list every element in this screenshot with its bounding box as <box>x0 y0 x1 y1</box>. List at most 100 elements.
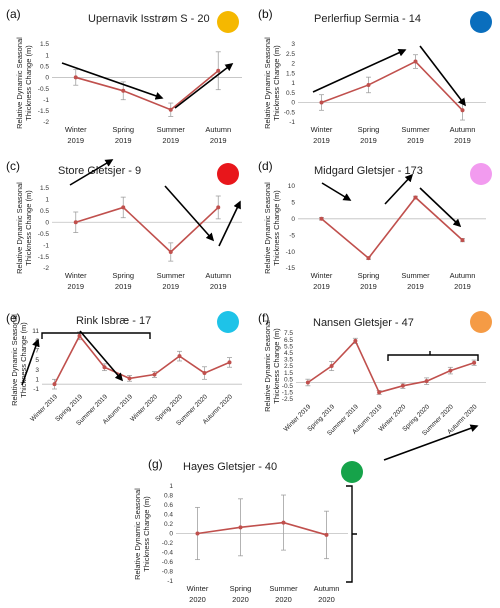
y-tick-label: -0.5 <box>282 383 294 390</box>
chart-title: Store Gletsjer - 9 <box>58 165 141 177</box>
x-tick-label-season: Summer <box>157 125 186 134</box>
trend-arrow <box>419 45 466 107</box>
y-axis-label-line: Relative Dynamic Seasonal <box>133 488 142 580</box>
panel-label: (g) <box>148 457 163 471</box>
x-tick-label-year: 2019 <box>210 282 227 291</box>
y-axis-label-line: Relative Dynamic Seasonal <box>263 320 272 412</box>
y-axis-label: Relative Dynamic SeasonalThickness Chang… <box>15 182 33 274</box>
y-axis-label: Relative Dynamic SeasonalThickness Chang… <box>15 37 33 129</box>
y-axis-label-line: Relative Dynamic Seasonal <box>263 182 272 274</box>
x-tick-label-year: 2020 <box>318 595 335 604</box>
chart-panel-b: (b) Perlerfiup Sermia - 14 Relative Dynami… <box>258 7 492 145</box>
chart-title: Rink Isbræ - 17 <box>76 315 151 327</box>
y-tick-label: 6.5 <box>284 337 293 344</box>
data-point <box>77 333 82 338</box>
panel-label: (c) <box>6 159 20 173</box>
x-tick-label-year: 2019 <box>115 282 132 291</box>
y-axis-label: Relative Dynamic SeasonalThickness Chang… <box>133 488 151 580</box>
x-tick-label-season: Winter <box>187 584 209 593</box>
x-tick-label-season: Autumn <box>314 584 340 593</box>
y-tick-label: 10 <box>288 183 296 190</box>
y-tick-label: -5 <box>289 232 295 239</box>
y-tick-label: -1.5 <box>282 390 294 397</box>
legend-color-dot <box>470 311 492 333</box>
x-tick-label: Summer 2019 <box>401 271 430 291</box>
data-point <box>400 383 405 388</box>
x-tick-label-season: Winter <box>311 125 333 134</box>
y-axis-label-line: Thickness Change (m) <box>272 190 281 266</box>
chart-panel-f: (f) Nansen Gletsjer - 47 Relative Dynamic … <box>258 311 492 437</box>
x-tick-label-season: Spring <box>358 271 380 280</box>
series-line <box>307 339 475 394</box>
y-tick-label: 1 <box>45 52 49 59</box>
chart-panel-d: (d) Midgard Gletsjer - 173 Relative Dynami… <box>258 159 492 291</box>
y-tick-label: 0.4 <box>164 512 173 519</box>
data-point <box>152 372 157 377</box>
y-tick-label: -0.6 <box>162 559 174 566</box>
x-tick-label-season: Autumn <box>450 271 476 280</box>
y-axis-label: Relative Dynamic SeasonalThickness Chang… <box>10 314 28 406</box>
x-tick-label-season: Winter <box>311 271 333 280</box>
data-point <box>102 365 107 370</box>
data-point <box>121 205 126 210</box>
data-point <box>366 82 371 87</box>
data-point <box>377 390 382 395</box>
data-point <box>52 382 57 387</box>
y-tick-label: 1.5 <box>40 185 49 192</box>
y-tick-label: -1.5 <box>38 254 50 261</box>
trend-arrow <box>61 62 164 100</box>
y-tick-label: 1 <box>291 80 295 87</box>
bracket <box>387 351 479 361</box>
y-axis-label-line: Thickness Change (m) <box>142 496 151 572</box>
data-point <box>319 216 324 221</box>
y-axis-label: Relative Dynamic SeasonalThickness Chang… <box>263 182 281 274</box>
x-tick-label-year: 2019 <box>360 282 377 291</box>
x-tick-label-year: 2019 <box>162 282 179 291</box>
chart-title: Nansen Gletsjer - 47 <box>313 317 414 329</box>
y-tick-label: -1 <box>33 386 39 393</box>
y-tick-label: -1.5 <box>38 108 50 115</box>
y-tick-label: 0.8 <box>164 493 173 500</box>
x-tick-label: Autumn 2019 <box>205 271 231 291</box>
x-tick-label: Spring 2019 <box>112 125 134 145</box>
data-point <box>305 380 310 385</box>
y-axis-label-line: Thickness Change (m) <box>19 322 28 398</box>
bracket <box>346 485 357 583</box>
y-tick-label: 7 <box>35 348 39 355</box>
x-tick-label-season: Winter <box>65 271 87 280</box>
legend-color-dot <box>470 11 492 33</box>
y-axis-label-line: Thickness Change (m) <box>24 190 33 266</box>
data-point <box>168 107 173 112</box>
data-point <box>366 256 371 261</box>
data-point <box>319 100 324 105</box>
y-tick-label: -2 <box>43 265 49 272</box>
x-tick-label-year: 2019 <box>360 136 377 145</box>
trend-arrow <box>321 182 352 201</box>
bracket <box>41 332 151 339</box>
y-tick-label: -0.2 <box>162 540 174 547</box>
x-tick-label: Summer 2019 <box>157 271 186 291</box>
y-tick-label: 0.5 <box>40 63 49 70</box>
x-tick-label-season: Summer <box>401 271 430 280</box>
y-axis-label: Relative Dynamic SeasonalThickness Chang… <box>263 320 281 412</box>
chart-panel-a: (a) Upernavik Isstrøm S - 20 Relative Dyna… <box>6 7 242 145</box>
panel-label: (f) <box>258 311 269 325</box>
y-tick-label: 1.5 <box>40 41 49 48</box>
y-tick-label: -0.5 <box>38 86 50 93</box>
x-tick-label-year: 2019 <box>454 282 471 291</box>
y-tick-label: 5 <box>35 357 39 364</box>
trend-arrow <box>69 159 114 186</box>
x-tick-label-season: Winter <box>65 125 87 134</box>
trend-arrow <box>21 338 40 386</box>
y-tick-label: 5 <box>291 200 295 207</box>
chart-title: Midgard Gletsjer - 173 <box>314 165 423 177</box>
data-point <box>413 195 418 200</box>
y-tick-label: 2 <box>291 61 295 68</box>
y-tick-label: -1 <box>289 119 295 126</box>
data-point <box>472 360 477 365</box>
y-tick-label: 7.5 <box>284 330 293 337</box>
x-tick-label-year: 2020 <box>232 595 249 604</box>
x-tick-label-season: Autumn <box>450 125 476 134</box>
trend-arrow <box>383 424 479 461</box>
